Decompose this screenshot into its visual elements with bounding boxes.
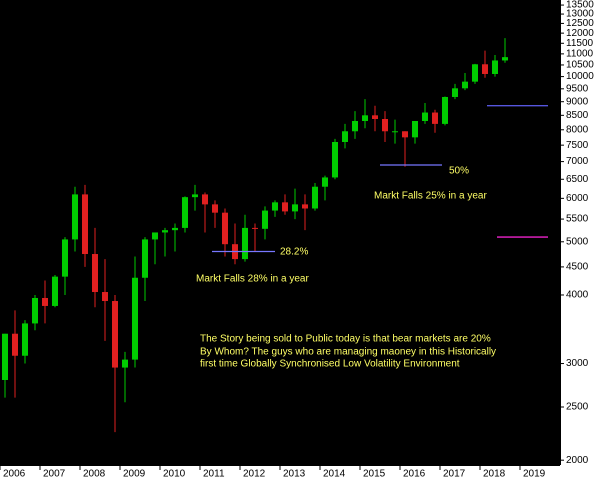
y-tick-label: 8500 xyxy=(566,110,589,121)
x-tick-label: 2006 xyxy=(3,469,26,480)
annotation: The Story being sold to Public today is … xyxy=(200,334,491,345)
x-tick-label: 2019 xyxy=(523,469,546,480)
annotation: first time Globally Synchronised Low Vol… xyxy=(200,359,460,370)
candle-body xyxy=(282,202,288,212)
y-tick-label: 2000 xyxy=(566,455,589,466)
candle-body xyxy=(402,131,408,138)
y-axis-panel xyxy=(560,0,600,481)
candle-body xyxy=(422,112,428,122)
candle-body xyxy=(242,227,248,260)
candle-body xyxy=(312,186,318,209)
candle-body xyxy=(62,239,68,277)
candle-body xyxy=(52,276,58,306)
candle-body xyxy=(352,121,358,132)
candle-body xyxy=(222,212,228,245)
candle-body xyxy=(332,142,338,178)
candle-body xyxy=(462,81,468,89)
candle-body xyxy=(82,194,88,255)
x-tick-label: 2018 xyxy=(483,469,506,480)
plot-area xyxy=(0,0,560,465)
y-tick-label: 7500 xyxy=(566,140,589,151)
annotation: By Whom? The guys who are managing maone… xyxy=(200,347,496,358)
candle-body xyxy=(452,88,458,97)
candle-body xyxy=(272,202,278,211)
candle-body xyxy=(152,232,158,240)
candle-body xyxy=(302,204,308,209)
annotation: Markt Falls 25% in a year xyxy=(374,191,487,202)
x-tick-label: 2017 xyxy=(443,469,466,480)
x-tick-label: 2014 xyxy=(323,469,346,480)
x-tick-label: 2009 xyxy=(123,469,146,480)
y-tick-label: 6000 xyxy=(566,193,589,204)
candle-body xyxy=(362,115,368,122)
candle-body xyxy=(112,301,118,368)
x-tick-label: 2016 xyxy=(403,469,426,480)
y-tick-label: 4500 xyxy=(566,262,589,273)
y-tick-label: 11500 xyxy=(566,38,594,49)
candle-body xyxy=(262,210,268,229)
candle-body xyxy=(162,230,168,233)
x-tick-label: 2012 xyxy=(243,469,266,480)
x-tick-label: 2007 xyxy=(43,469,66,480)
y-tick-label: 8000 xyxy=(566,124,589,135)
candle-body xyxy=(142,239,148,278)
y-tick-label: 5000 xyxy=(566,236,589,247)
candle-body xyxy=(382,119,388,132)
candle-body xyxy=(292,204,298,212)
y-tick-label: 7000 xyxy=(566,156,589,167)
candle-body xyxy=(202,194,208,205)
x-tick-label: 2008 xyxy=(83,469,106,480)
candle-body xyxy=(192,194,198,198)
x-tick-label: 2013 xyxy=(283,469,306,480)
y-tick-label: 12500 xyxy=(566,18,594,29)
y-tick-label: 4000 xyxy=(566,290,589,301)
candle-body xyxy=(342,131,348,143)
y-tick-label: 11000 xyxy=(566,49,594,60)
candle-body xyxy=(132,277,138,360)
candle-body xyxy=(122,359,128,368)
candle-body xyxy=(42,297,48,306)
y-tick-label: 10000 xyxy=(566,71,594,82)
annotation: Markt Falls 28% in a year xyxy=(196,274,309,285)
x-tick-label: 2010 xyxy=(163,469,186,480)
candle-body xyxy=(32,297,38,324)
candle-body xyxy=(392,131,398,133)
annotation: 50% xyxy=(449,166,469,177)
candle-body xyxy=(472,64,478,82)
x-tick-label: 2011 xyxy=(203,469,225,480)
candle-body xyxy=(2,333,8,380)
candle-body xyxy=(212,204,218,213)
candle-body xyxy=(502,57,508,61)
candle-body xyxy=(482,64,488,74)
candle-body xyxy=(92,254,98,293)
candle-body xyxy=(102,292,108,302)
x-axis-panel xyxy=(0,465,560,481)
candle-body xyxy=(22,323,28,356)
annotation: 28.2% xyxy=(280,247,308,258)
y-tick-label: 9500 xyxy=(566,83,589,94)
y-tick-label: 10500 xyxy=(566,60,594,71)
candle-body xyxy=(372,115,378,120)
y-tick-label: 13000 xyxy=(566,9,594,20)
candle-body xyxy=(172,227,178,231)
candle-body xyxy=(442,96,448,124)
candle-body xyxy=(12,333,18,356)
x-tick-label: 2015 xyxy=(363,469,386,480)
candle-body xyxy=(182,197,188,228)
y-tick-label: 12000 xyxy=(566,28,594,39)
y-tick-label: 9000 xyxy=(566,96,589,107)
candle-body xyxy=(252,227,258,229)
candle-body xyxy=(322,177,328,187)
candle-body xyxy=(432,112,438,124)
candle-body xyxy=(72,194,78,240)
candle-body xyxy=(492,60,498,74)
y-tick-label: 13500 xyxy=(566,0,594,11)
y-tick-label: 2500 xyxy=(566,402,589,413)
candle-body xyxy=(412,121,418,138)
y-tick-label: 3000 xyxy=(566,358,589,369)
y-tick-label: 6500 xyxy=(566,174,589,185)
y-tick-label: 5500 xyxy=(566,214,589,225)
